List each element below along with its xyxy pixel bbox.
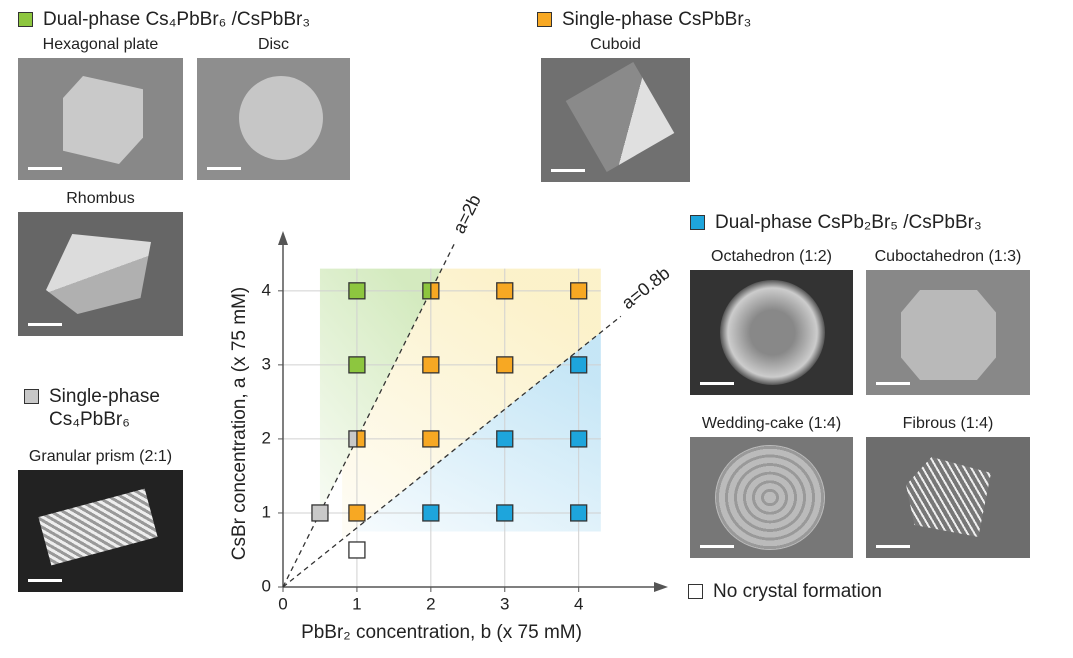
y-axis-label: CsBr concentration, a (x 75 mM) [229,287,250,560]
sem-image [690,270,853,395]
marker [422,430,440,448]
marker [311,504,329,522]
crystal [239,76,323,160]
sem-image [690,437,853,558]
region [342,268,601,540]
y-tick-label: 4 [262,280,271,299]
marker [422,504,440,522]
crystal [720,280,825,385]
reference-line [282,315,622,588]
sem-image [18,470,183,592]
crystal [901,290,996,380]
sem-image [197,58,350,180]
legend-swatch [18,12,33,27]
panel-label: Cuboctahedron (1:3) [874,248,1022,265]
sem-image [866,270,1030,395]
marker [570,504,588,522]
marker [348,356,366,374]
x-tick-label: 2 [426,594,435,613]
legend-label: Dual-phase CsPb₂Br₅ /CsPbBr₃ [715,212,982,233]
scale-bar [700,545,734,548]
crystal [38,488,158,566]
crystal [565,61,675,173]
x-tick-label: 0 [278,594,287,613]
panel-label: Disc [257,36,290,53]
scale-bar [28,579,62,582]
marker [570,430,588,448]
crystal [46,234,151,314]
legend-swatch [537,12,552,27]
legend-label: Single-phase CsPbBr₃ [562,9,752,30]
panel-label: Wedding-cake (1:4) [701,415,842,432]
x-axis-label: PbBr₂ concentration, b (x 75 mM) [301,622,582,643]
crystal [63,76,143,164]
arrow [278,231,288,245]
scale-bar [700,382,734,385]
reference-line [282,242,456,588]
crystal [715,445,825,550]
sem-image [18,58,183,180]
marker [496,356,514,374]
legend-swatch [24,389,39,404]
line-label: a=0.8b [618,263,674,313]
legend-swatch [690,215,705,230]
y-tick-label: 1 [262,502,271,521]
scale-bar [28,167,62,170]
marker [348,541,366,559]
panel-label: Fibrous (1:4) [902,415,994,432]
panel-label: Octahedron (1:2) [711,248,832,265]
panel-label: Cuboid [590,36,641,53]
marker [570,282,588,300]
sem-image [541,58,690,182]
panel-label: Hexagonal plate [42,36,159,53]
x-tick-label: 3 [500,594,509,613]
y-tick-label: 3 [262,354,271,373]
scale-bar [876,382,910,385]
legend-label: Single-phase Cs₄PbBr₆ [49,386,160,430]
x-tick-label: 1 [352,594,361,613]
marker [348,282,366,300]
y-tick-label: 0 [262,576,271,595]
scale-bar [876,545,910,548]
panel-label: Granular prism (2:1) [28,448,173,465]
marker [348,504,366,522]
line-label: a=2b [449,191,485,236]
marker [496,282,514,300]
panel-label: Rhombus [66,190,135,207]
crystal [906,457,991,537]
scale-bar [28,323,62,326]
legend-label: No crystal formation [713,581,882,602]
marker [422,356,440,374]
marker [496,430,514,448]
sem-image [866,437,1030,558]
arrow [654,582,668,592]
legend-swatch [688,584,703,599]
region [319,268,442,513]
x-tick-label: 4 [574,594,583,613]
scale-bar [551,169,585,172]
region [356,332,601,532]
marker [356,430,366,448]
legend-label: Dual-phase Cs₄PbBr₆ /CsPbBr₃ [43,9,311,30]
marker [496,504,514,522]
scale-bar [207,167,241,170]
marker [570,356,588,374]
marker [430,282,440,300]
y-tick-label: 2 [262,428,271,447]
sem-image [18,212,183,336]
